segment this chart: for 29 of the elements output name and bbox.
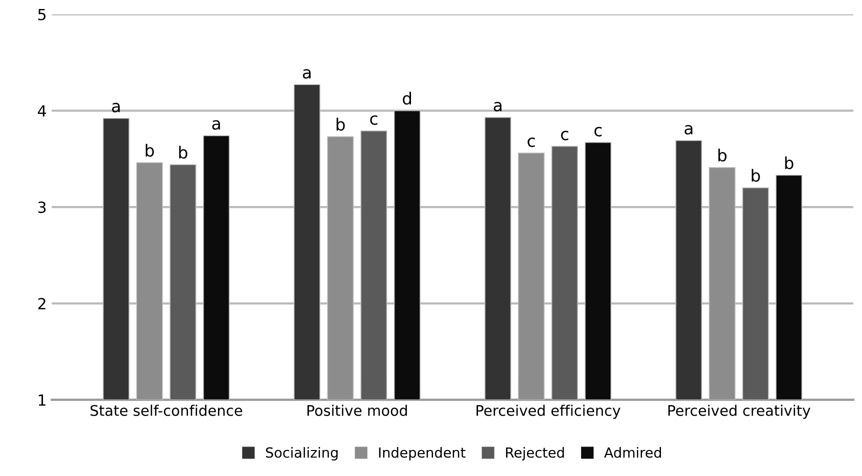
data-label: a <box>494 102 502 112</box>
y-tick-label: 2 <box>38 298 46 310</box>
x-tick-label: Perceived creativity <box>668 404 810 419</box>
x-tick-label: State self-confidence <box>90 404 242 416</box>
legend-label: Admired <box>604 447 661 458</box>
data-label: c <box>594 126 602 136</box>
data-label: b <box>179 146 188 159</box>
data-label: a <box>684 124 692 135</box>
data-label: c <box>561 130 568 140</box>
data-label: d <box>402 92 411 105</box>
x-tick-label: Positive mood <box>307 404 407 416</box>
data-label: a <box>212 120 220 130</box>
data-label: c <box>370 115 378 125</box>
y-tick-label: 4 <box>38 105 46 116</box>
legend-label: Independent <box>379 447 466 460</box>
data-label: b <box>752 168 760 182</box>
y-tick-label: 3 <box>38 202 46 214</box>
data-label: c <box>528 138 535 148</box>
data-label: b <box>336 118 345 131</box>
legend-label: Rejected <box>506 447 564 460</box>
legend-label: Socializing <box>266 447 338 460</box>
y-tick-label: 5 <box>38 8 46 20</box>
data-label: a <box>302 69 311 79</box>
data-label: b <box>718 148 727 162</box>
x-tick-label: Perceived efficiency <box>476 404 620 419</box>
data-label: b <box>785 156 794 170</box>
y-tick-label: 1 <box>38 394 46 406</box>
data-label: a <box>112 102 120 112</box>
data-label: b <box>146 144 154 157</box>
